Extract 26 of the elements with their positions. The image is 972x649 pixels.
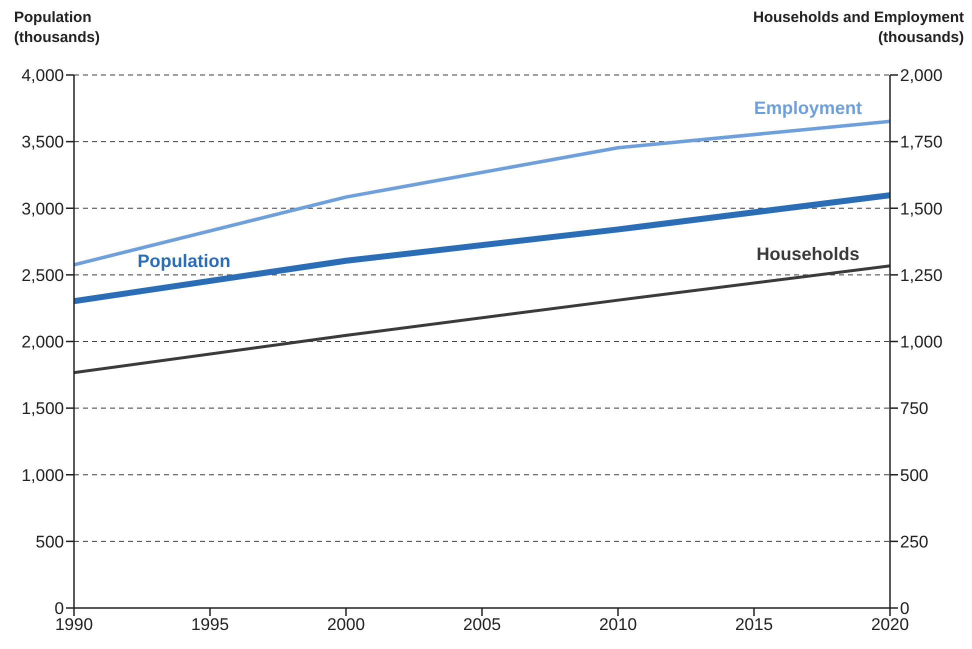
y2-tick-label: 2,000: [900, 66, 943, 86]
y-tick-label: 3,000: [21, 199, 64, 218]
y2-tick-label: 1,250: [900, 266, 943, 285]
y-tick-label: 3,500: [21, 132, 64, 152]
series-label: Households: [756, 244, 860, 264]
y-tick-label: 2,000: [21, 332, 64, 352]
series-label: Employment: [754, 98, 862, 118]
x-tick-label: 2010: [599, 615, 637, 634]
x-tick-label: 1995: [191, 615, 229, 634]
x-tick-label: 2005: [463, 615, 501, 634]
y2-tick-label: 1,750: [900, 132, 943, 152]
y-tick-label: 1,500: [21, 399, 64, 418]
y2-tick-label: 250: [900, 532, 928, 552]
y-tick-label: 500: [36, 532, 64, 552]
series-label: Population: [138, 251, 230, 272]
y2-tick-label: 1,000: [900, 332, 943, 352]
y-tick-label: 2,500: [21, 266, 64, 285]
y2-axis-title: Households and Employment (thousands): [753, 8, 964, 48]
y-tick-label: 1,000: [21, 466, 64, 485]
y2-tick-label: 500: [900, 466, 928, 485]
x-tick-label: 2015: [735, 615, 773, 634]
y-axis-title: Population (thousands): [14, 8, 100, 48]
y2-tick-label: 750: [900, 399, 928, 418]
y2-tick-label: 1,500: [900, 199, 943, 218]
y-tick-label: 4,000: [21, 66, 64, 86]
x-tick-label: 2000: [327, 615, 365, 634]
